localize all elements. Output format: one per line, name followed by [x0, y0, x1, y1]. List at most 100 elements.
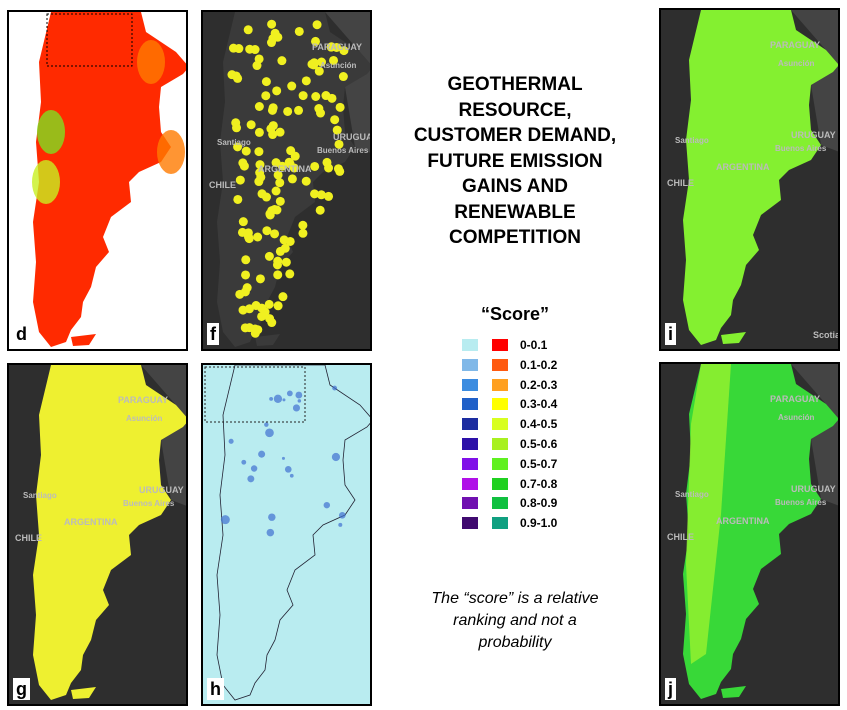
point	[335, 102, 345, 112]
map-label: Asunción	[126, 414, 163, 423]
patch	[250, 465, 258, 472]
point	[317, 57, 327, 67]
point	[272, 86, 282, 96]
point	[298, 228, 308, 238]
legend-swatch	[492, 418, 508, 431]
point	[311, 92, 321, 102]
map-panel: PARAGUAY Asunción URUGUAY Santiago Buenos Ai…	[659, 8, 840, 351]
point	[232, 123, 242, 133]
point	[227, 70, 237, 80]
patch	[286, 390, 293, 397]
patch	[331, 452, 341, 462]
point	[257, 303, 267, 313]
map-label: Asunción	[778, 413, 815, 422]
point	[253, 325, 263, 335]
legend-swatch	[492, 358, 508, 371]
point	[253, 232, 263, 242]
point	[267, 105, 277, 115]
country-shape	[683, 10, 838, 345]
point	[255, 274, 265, 284]
patch	[265, 428, 274, 438]
point	[324, 191, 334, 201]
legend-title: “Score”	[480, 304, 550, 324]
panel-letter: h	[207, 678, 224, 700]
map-label: URUGUAY	[791, 130, 836, 140]
tierra-del-fuego	[255, 334, 280, 346]
tierra-del-fuego	[71, 334, 96, 346]
map-label: Scotia Sea	[813, 330, 838, 340]
tierra-del-fuego	[71, 687, 96, 699]
figure-title: GEOTHERMAL RESOURCE, CUSTOMER DEMAND, FU…	[413, 74, 617, 248]
map-panel: PARAGUAY Asunción URUGUAY Santiago Buenos Ai…	[201, 10, 372, 351]
point	[261, 91, 271, 101]
point	[264, 251, 274, 261]
legend-swatch	[462, 438, 478, 450]
point	[283, 106, 293, 116]
patch	[281, 456, 285, 460]
map-label: Buenos Aires	[317, 146, 369, 155]
point	[250, 45, 260, 55]
legend-swatch	[462, 477, 478, 490]
map-layer	[217, 12, 370, 347]
legend-label: 0.2-0.3	[520, 377, 558, 392]
panel-letter: j	[665, 678, 677, 700]
legend-label: 0.1-0.2	[520, 357, 558, 372]
point	[316, 190, 326, 200]
map-label: CHILE	[667, 532, 694, 542]
point	[335, 166, 345, 176]
point	[257, 189, 267, 199]
point	[275, 178, 285, 188]
legend-swatch	[492, 339, 508, 351]
point	[301, 76, 311, 86]
legend-label: 0.5-0.7	[520, 456, 558, 471]
point	[262, 226, 272, 236]
patch	[289, 473, 294, 478]
legend-label: 0.5-0.6	[520, 437, 558, 451]
map-panel: PARAGUAY Asunción URUGUAY Santiago Buenos Ai…	[7, 363, 188, 706]
point	[310, 189, 320, 199]
point	[287, 81, 297, 91]
legend-swatch	[462, 457, 478, 470]
map-layer	[33, 365, 186, 700]
point	[271, 158, 281, 168]
patch	[247, 475, 255, 483]
map: PARAGUAY Asunción URUGUAY Santiago Buenos Ai…	[209, 12, 370, 347]
patch	[297, 399, 302, 403]
map-label: Santiago	[23, 491, 57, 500]
legend-swatch	[462, 398, 478, 411]
point	[334, 139, 344, 149]
map-label: URUGUAY	[791, 484, 836, 494]
point	[329, 55, 339, 65]
point	[298, 220, 308, 230]
legend-swatch	[462, 497, 478, 510]
point	[273, 270, 283, 280]
point	[273, 256, 283, 266]
map-label: PARAGUAY	[312, 42, 362, 52]
point	[338, 72, 348, 82]
tierra-del-fuego	[721, 332, 746, 344]
point	[273, 170, 283, 180]
neighbor-land	[791, 364, 838, 506]
point	[286, 146, 296, 156]
point	[326, 42, 336, 52]
legend-swatch	[492, 378, 508, 391]
legend-swatch	[492, 477, 508, 490]
point	[233, 194, 243, 204]
patch	[266, 528, 275, 537]
point	[278, 292, 288, 302]
point	[238, 217, 248, 227]
point	[254, 127, 264, 137]
map-panel: d	[7, 10, 188, 351]
neighbor-land	[791, 10, 838, 152]
patch	[338, 522, 343, 527]
map-panel: h	[201, 363, 372, 706]
point	[271, 186, 281, 196]
point	[252, 61, 262, 71]
legend-swatch	[492, 438, 508, 450]
region-patch	[157, 130, 185, 174]
point	[257, 311, 267, 321]
point	[294, 26, 304, 36]
map-label: URUGUAY	[139, 485, 184, 495]
map-label: CHILE	[209, 180, 236, 190]
point	[254, 101, 264, 111]
